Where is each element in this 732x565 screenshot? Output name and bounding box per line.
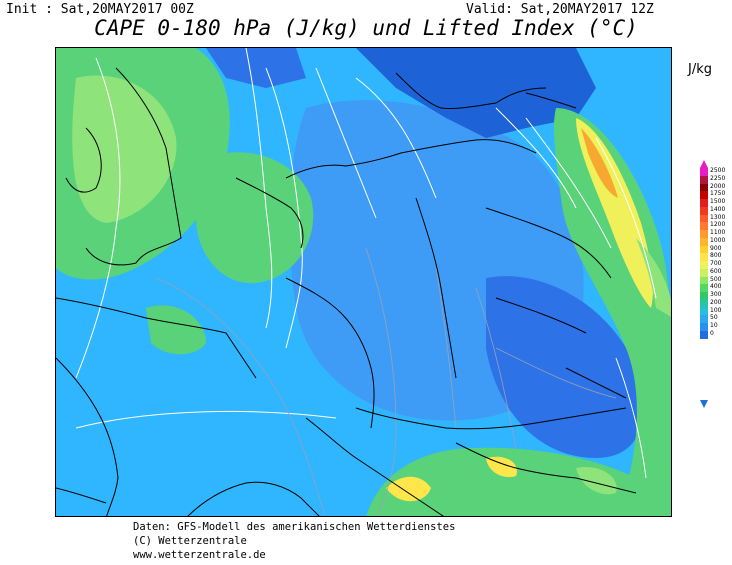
legend-swatch [700,168,708,176]
legend-row: 200 [700,298,732,308]
legend-row: 300 [700,291,732,300]
valid-time: Valid: Sat,20MAY2017 12Z [466,2,654,17]
light-green-britain [72,75,177,223]
green-east-lower [636,238,671,317]
coastlines-borders [56,67,637,516]
init-time: Init : Sat,20MAY2017 00Z [6,2,194,17]
legend-row: 50 [700,314,732,323]
legend-label: 700 [710,260,722,267]
legend-label: 2250 [710,174,726,182]
yellow-italy-west [386,476,431,502]
legend-swatch [700,183,708,192]
legend-row: 1300 [700,213,732,223]
legend-row: 600 [700,267,732,277]
dark-blue-area-east [486,276,643,458]
legend-label: 900 [710,244,722,252]
legend-label: 500 [710,275,722,283]
legend-row: 2500 [700,167,732,176]
lifted-index-contours [75,48,657,479]
footer-copyright: (C) Wetterzentrale [133,535,247,547]
legend-unit: J/kg [688,62,712,77]
legend-row: 800 [700,252,732,261]
yellow-italy-east [486,456,517,478]
green-italy [366,447,655,516]
legend-swatch [700,245,708,254]
legend-swatch [700,276,708,285]
legend-label: 50 [710,314,718,322]
legend-swatch [700,222,708,230]
legend-label: 100 [710,306,722,314]
legend-row: 700 [700,260,732,269]
legend-row: 500 [700,275,732,285]
legend-swatch [700,206,708,215]
legend-row: 400 [700,283,732,292]
legend-swatch [700,253,708,261]
legend-label: 800 [710,252,722,260]
legend-swatch [700,299,708,308]
legend-label: 1300 [710,213,726,221]
legend-swatch [700,237,708,246]
legend-row: 1100 [700,229,732,238]
legend-swatch [700,175,708,184]
footer-website[interactable]: www.wetterzentrale.de [133,549,266,561]
map-canvas [56,48,671,516]
dark-blue-north [206,48,306,88]
legend-label: 400 [710,283,722,291]
legend-label: 200 [710,298,722,306]
legend-row: 10 [700,322,732,331]
legend-row: 1500 [700,198,732,207]
cape-color-scale: 2500 2250 2000 1750 1500 1400 1300 1200 1100 1000… [700,167,732,339]
legend-label: 1000 [710,236,726,244]
legend-swatch [700,214,708,223]
legend-label: 1750 [710,190,726,198]
legend-swatch [700,191,708,199]
legend-row: 0 [700,329,732,339]
legend-label: 1500 [710,198,726,205]
legend-label: 600 [710,267,722,275]
legend-row: 1000 [700,236,732,246]
legend-row: 2250 [700,174,732,184]
legend-swatch [700,330,708,339]
legend-label: 1400 [710,205,726,213]
legend-top-arrow [700,160,708,168]
dark-blue-baltic [356,48,596,138]
legend-swatch [700,292,708,300]
legend-label: 1100 [710,229,726,236]
legend-swatch [700,307,708,316]
legend-row: 1400 [700,205,732,215]
legend-row: 2000 [700,182,732,192]
legend-swatch [700,323,708,331]
legend-row: 100 [700,306,732,316]
legend-label: 300 [710,291,722,298]
footer-data-source: Daten: GFS-Modell des amerikanischen Wet… [133,521,456,533]
green-east-band [553,108,671,516]
legend-row: 1750 [700,190,732,199]
legend-swatch [700,230,708,238]
green-france-west [146,305,206,355]
legend-row: 1200 [700,221,732,230]
legend-label: 2000 [710,182,726,190]
legend-swatch [700,284,708,292]
green-benelux [196,152,314,284]
legend-label: 0 [710,329,714,337]
map-title: CAPE 0-180 hPa (J/kg) und Lifted Index (… [94,16,638,40]
legend-label: 10 [710,322,718,329]
legend-swatch [700,268,708,277]
legend-swatch [700,315,708,323]
legend-bottom-arrow [700,400,708,408]
legend-swatch [700,261,708,269]
gray-contours [155,247,617,516]
legend-row: 900 [700,244,732,254]
cape-map [55,47,672,517]
light-green-adriatic [576,467,617,495]
legend-label: 2500 [710,167,726,174]
orange-east-core [581,128,618,198]
legend-label: 1200 [710,221,726,229]
legend-swatch [700,199,708,207]
